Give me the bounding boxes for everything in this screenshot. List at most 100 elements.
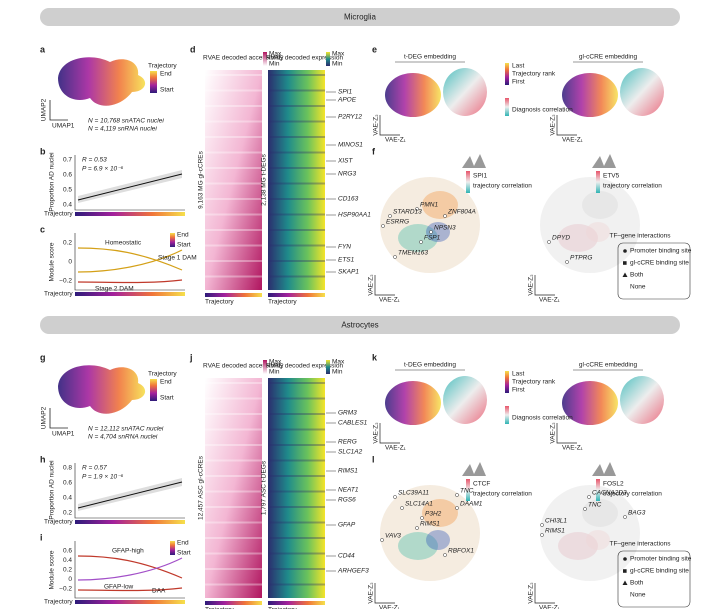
gene-node xyxy=(583,507,587,511)
heatmap-stripe xyxy=(205,136,262,138)
legend-title: Trajectory xyxy=(148,63,177,70)
axis-label: VAE-Z₁ xyxy=(379,297,401,304)
count-label: N = 4,704 snRNA nuclei xyxy=(88,434,158,441)
legend-title: TF–gene interactions xyxy=(609,541,671,548)
axis-label: Trajectory xyxy=(205,299,234,306)
legend-label: Max xyxy=(332,359,345,366)
gene-label: FYN xyxy=(338,244,351,251)
trend-line xyxy=(77,173,183,201)
count-label: N = 4,119 snRNA nuclei xyxy=(88,126,157,133)
axis-label: Trajectory xyxy=(44,211,73,218)
legend-label: End xyxy=(177,232,189,239)
gene-label: PMN1 xyxy=(420,202,438,209)
legend-label: Promoter binding site xyxy=(630,556,692,563)
axis-label: Trajectory xyxy=(44,599,73,606)
legend-gradient xyxy=(326,52,330,66)
legend-label: None xyxy=(630,592,646,599)
axis-label: VAE-Z₁ xyxy=(562,445,584,452)
y-tick-label: 0.2 xyxy=(63,510,72,517)
count-label: N = 10,768 snATAC nuclei xyxy=(88,118,164,125)
network-cloud xyxy=(380,177,480,273)
gene-label: SLC39A11 xyxy=(398,490,429,497)
axis-label: VAE-Z₁ xyxy=(385,137,407,144)
gene-label: NPSN3 xyxy=(434,225,456,232)
legend-label: Promoter binding site xyxy=(630,248,692,255)
gene-label: ETS1 xyxy=(338,257,355,264)
y-tick-label: 0 xyxy=(68,576,72,583)
umap-cloud xyxy=(58,365,146,414)
embedding-cloud xyxy=(562,73,618,117)
legend-label: End xyxy=(160,379,172,386)
gene-label: RERG xyxy=(338,439,357,446)
legend-gradient xyxy=(596,479,600,501)
gene-label: CD163 xyxy=(338,196,359,203)
legend-label: trajectory correlation xyxy=(473,491,532,498)
heatmap-stripe xyxy=(205,444,262,446)
heatmap-stripe xyxy=(205,260,262,262)
trajectory-bar xyxy=(205,601,262,605)
legend-label: Trajectory rank xyxy=(512,71,556,78)
heatmap-stripe xyxy=(268,74,325,76)
gene-label: CD44 xyxy=(338,553,355,560)
gene-label: DPYD xyxy=(552,235,570,242)
axis-label: Trajectory xyxy=(44,519,73,526)
legend-label: Start xyxy=(160,395,174,402)
module-curve xyxy=(77,279,183,284)
gene-node xyxy=(420,516,424,520)
stat-label: R = 0.57 xyxy=(82,465,107,472)
network-cluster xyxy=(558,532,598,560)
trend-line xyxy=(77,481,183,509)
y-tick-label: 0.8 xyxy=(63,465,72,472)
axis-label: VAE-Z₂ xyxy=(373,114,380,136)
row-label: 1,797 ASC t-DEGs xyxy=(261,460,268,515)
legend-label: Start xyxy=(160,87,174,94)
heatmap-stripe xyxy=(268,151,325,154)
axis-label: VAE-Z₁ xyxy=(379,605,401,609)
gene-label: ESRRG xyxy=(386,219,409,226)
legend-label: Min xyxy=(269,369,280,376)
gene-label: STARD13 xyxy=(393,209,422,216)
axis-arrows xyxy=(534,583,555,604)
legend-symbol xyxy=(622,580,628,585)
legend-label: Min xyxy=(269,61,280,68)
axis-label: VAE-Z₂ xyxy=(550,114,557,136)
y-tick-label: 0.4 xyxy=(63,557,72,564)
trajectory-bar xyxy=(75,600,185,604)
legend-gradient xyxy=(505,98,509,116)
panel-letter: l xyxy=(372,454,375,464)
network-cluster xyxy=(426,530,450,550)
gene-node xyxy=(415,526,419,530)
legend-gradient xyxy=(505,406,509,424)
heatmap-stripe xyxy=(205,275,262,278)
network-cluster xyxy=(398,224,438,252)
module-label: GFAP-low xyxy=(104,584,134,591)
trajectory-bar xyxy=(75,292,185,296)
gene-label: RIMS1 xyxy=(420,521,440,528)
gene-node xyxy=(443,553,447,557)
legend-gradient xyxy=(326,360,330,374)
axis-label: Trajectory xyxy=(268,607,297,609)
heatmap-stripe xyxy=(268,444,325,446)
legend-label: trajectory correlation xyxy=(473,183,532,190)
gene-label: ZNF804A xyxy=(447,209,476,216)
heatmap-title: RVAE decoded accessibility xyxy=(203,55,284,62)
gene-label: XIST xyxy=(337,158,353,165)
legend-symbol xyxy=(622,272,628,277)
heatmap-stripe xyxy=(205,151,262,154)
y-tick-label: 0.6 xyxy=(63,480,72,487)
gene-label: SLC1A2 xyxy=(338,449,363,456)
gene-label: RBFOX1 xyxy=(448,548,474,555)
heatmap-stripe xyxy=(205,475,262,477)
legend-gradient xyxy=(150,379,157,401)
heatmap-stripe xyxy=(205,182,262,185)
legend-gradient xyxy=(466,479,470,501)
y-tick-label: 0.6 xyxy=(63,172,72,179)
gene-node xyxy=(565,260,569,264)
heatmap-stripe xyxy=(205,382,262,384)
embedding-cloud xyxy=(620,376,664,424)
heatmap-stripe xyxy=(268,182,325,185)
gene-label: DAAM1 xyxy=(460,501,483,508)
heatmap-stripe xyxy=(268,459,325,462)
panel-letter: f xyxy=(372,146,376,156)
legend-label: Both xyxy=(630,580,644,587)
